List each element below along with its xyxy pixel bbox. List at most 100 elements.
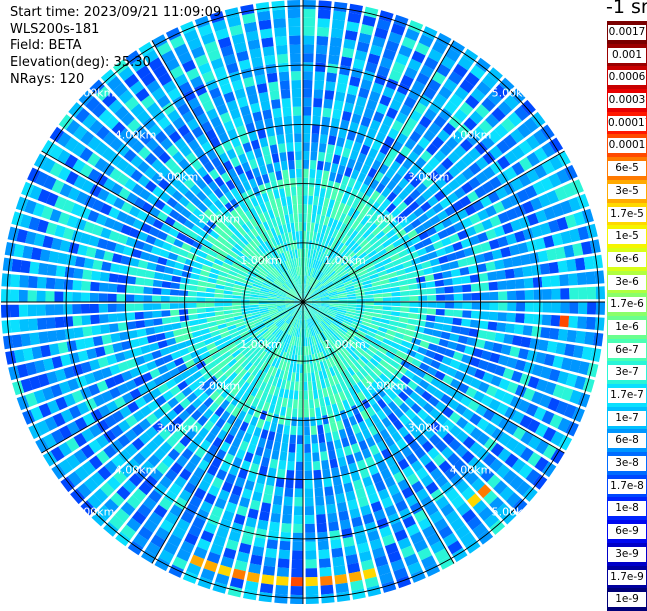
range-gate-cell bbox=[284, 179, 290, 189]
range-gate-cell bbox=[258, 438, 267, 448]
range-gate-cell bbox=[82, 326, 92, 336]
range-gate-cell bbox=[342, 48, 354, 59]
range-gate-cell bbox=[1, 273, 11, 286]
range-gate-cell bbox=[108, 283, 117, 292]
range-gate-cell bbox=[292, 551, 303, 560]
range-gate-cell bbox=[327, 513, 337, 523]
range-gate-cell bbox=[323, 99, 333, 109]
range-gate-cell bbox=[315, 488, 324, 498]
range-gate-cell bbox=[593, 255, 604, 269]
range-gate-cell bbox=[381, 315, 390, 320]
range-ring-label: 3.00km bbox=[157, 170, 199, 183]
range-gate-cell bbox=[293, 205, 298, 214]
range-gate-cell bbox=[172, 323, 182, 330]
range-gate-cell bbox=[297, 187, 302, 196]
range-gate-cell bbox=[187, 297, 196, 302]
range-gate-cell bbox=[278, 460, 286, 470]
range-gate-cell bbox=[373, 309, 382, 313]
range-gate-cell bbox=[274, 594, 287, 604]
range-gate-cell bbox=[271, 1, 285, 11]
range-gate-cell bbox=[575, 258, 585, 271]
range-gate-cell bbox=[297, 444, 304, 453]
range-ring-label: 3.00km bbox=[408, 170, 450, 183]
range-gate-cell bbox=[569, 288, 578, 300]
range-gate-cell bbox=[324, 424, 331, 434]
range-gate-cell bbox=[291, 223, 295, 232]
range-gate-cell bbox=[135, 320, 145, 328]
range-gate-cell bbox=[336, 448, 345, 458]
range-gate-cell bbox=[309, 399, 314, 408]
range-gate-cell bbox=[282, 170, 289, 180]
range-gate-cell bbox=[291, 586, 304, 595]
range-gate-cell bbox=[303, 124, 311, 133]
range-gate-cell bbox=[410, 302, 419, 307]
range-gate-cell bbox=[84, 258, 94, 269]
range-gate-cell bbox=[306, 346, 309, 355]
range-gate-cell bbox=[293, 107, 301, 116]
range-gate-cell bbox=[297, 435, 303, 444]
range-gate-cell bbox=[271, 450, 279, 460]
range-gate-cell bbox=[134, 304, 143, 311]
range-gate-cell bbox=[338, 74, 349, 85]
range-gate-cell bbox=[179, 290, 188, 296]
range-gate-cell bbox=[311, 435, 318, 444]
range-gate-cell bbox=[470, 320, 480, 329]
range-gate-cell bbox=[274, 27, 286, 37]
range-ring-label: 1.00km bbox=[324, 338, 366, 351]
range-gate-cell bbox=[90, 304, 99, 313]
range-gate-cell bbox=[197, 308, 206, 313]
range-gate-cell bbox=[441, 332, 451, 340]
range-gate-cell bbox=[303, 89, 312, 98]
range-ring-label: 5.00km bbox=[492, 505, 534, 518]
range-gate-cell bbox=[313, 390, 318, 399]
range-gate-cell bbox=[303, 142, 310, 151]
range-gate-cell bbox=[307, 364, 311, 373]
range-gate-cell bbox=[560, 288, 569, 299]
range-gate-cell bbox=[298, 258, 300, 267]
range-gate-cell bbox=[108, 294, 117, 302]
range-gate-cell bbox=[305, 337, 307, 346]
range-gate-cell bbox=[529, 338, 540, 350]
colorbar-cell: 3e-5 bbox=[607, 180, 647, 203]
range-gate-cell bbox=[73, 268, 83, 279]
range-gate-cell bbox=[241, 305, 250, 308]
range-gate-cell bbox=[292, 89, 301, 98]
range-gate-cell bbox=[340, 519, 351, 530]
range-gate-cell bbox=[224, 310, 233, 314]
range-gate-cell bbox=[257, 83, 268, 94]
range-gate-cell bbox=[484, 341, 495, 351]
range-gate-cell bbox=[356, 299, 365, 302]
range-gate-cell bbox=[282, 514, 292, 524]
range-gate-cell bbox=[275, 36, 287, 46]
range-gate-cell bbox=[318, 9, 331, 19]
range-gate-cell bbox=[304, 400, 309, 409]
range-gate-cell bbox=[263, 46, 275, 56]
range-gate-cell bbox=[427, 288, 436, 294]
range-gate-cell bbox=[274, 487, 283, 497]
range-gate-cell bbox=[28, 276, 38, 288]
range-gate-cell bbox=[296, 169, 302, 178]
colorbar-cell: 1e-8 bbox=[607, 497, 647, 520]
range-gate-cell bbox=[435, 280, 445, 287]
range-gate-cell bbox=[290, 435, 297, 444]
range-gate-cell bbox=[300, 240, 303, 249]
range-gate-cell bbox=[255, 528, 267, 539]
range-gate-cell bbox=[316, 416, 322, 426]
range-gate-cell bbox=[400, 312, 409, 318]
range-gate-cell bbox=[287, 151, 294, 160]
range-gate-cell bbox=[266, 64, 277, 74]
range-gate-cell bbox=[288, 452, 295, 461]
colorbar-cell: 0.0003 bbox=[607, 89, 647, 112]
range-gate-cell bbox=[82, 269, 92, 279]
range-gate-cell bbox=[303, 80, 313, 89]
range-gate-cell bbox=[276, 478, 285, 488]
range-gate-cell bbox=[152, 296, 161, 303]
range-gate-cell bbox=[438, 255, 448, 264]
range-gate-cell bbox=[281, 443, 288, 453]
range-ring-label: 5.00km bbox=[73, 87, 115, 100]
range-gate-cell bbox=[277, 54, 288, 64]
colorbar: 0.00170.0010.00060.00030.000170.00016e-5… bbox=[607, 21, 647, 611]
range-gate-cell bbox=[318, 0, 331, 10]
range-gate-cell bbox=[327, 441, 335, 451]
